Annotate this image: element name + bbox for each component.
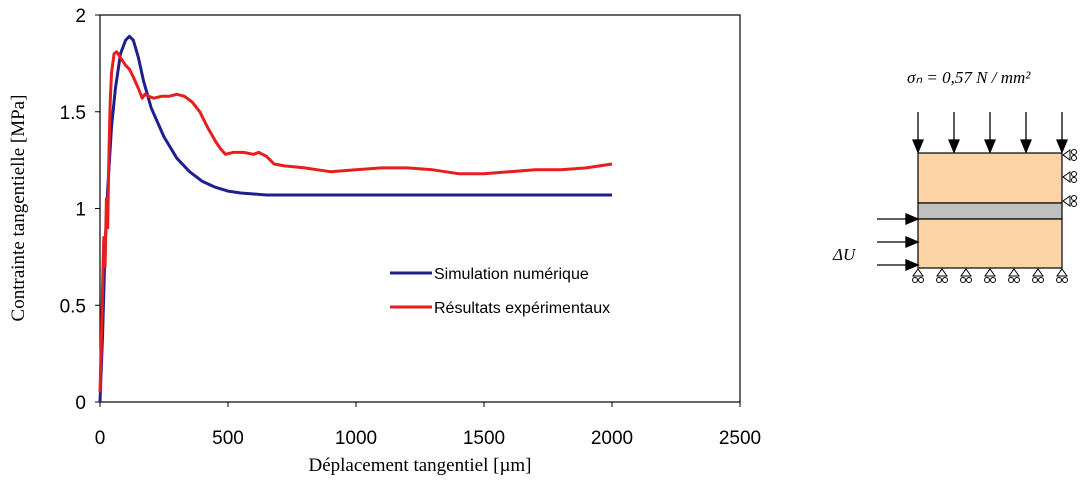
displacement-arrows — [877, 213, 920, 271]
lower-block — [917, 218, 1063, 269]
roller-support-icon — [936, 268, 948, 283]
roller-support-icon — [984, 268, 996, 283]
y-axis-ticks: 0 0.5 1 1.5 2 — [60, 6, 100, 414]
roller-support-icon — [1008, 268, 1020, 283]
y-axis-title: Contrainte tangentielle [MPa] — [8, 95, 29, 322]
x-tick-label: 2500 — [719, 428, 761, 449]
bottom-roller-supports — [912, 268, 1068, 283]
roller-support-icon — [912, 268, 924, 283]
shear-test-diagram: σₙ = 0,57 N / mm² ΔU — [832, 68, 1077, 283]
legend: Simulation numérique Résultats expérimen… — [390, 266, 610, 317]
right-roller-supports — [1062, 149, 1077, 207]
plot-frame — [99, 14, 741, 403]
legend-label-experimental: Résultats expérimentaux — [434, 300, 610, 317]
x-tick-label: 1500 — [463, 428, 505, 449]
x-tick-label: 500 — [212, 428, 244, 449]
x-axis-title: Déplacement tangentiel [µm] — [308, 455, 531, 476]
normal-stress-equation: σₙ = 0,57 N / mm² — [907, 68, 1031, 87]
interface-layer — [917, 202, 1063, 220]
y-tick-label: 1.5 — [60, 103, 86, 124]
upper-block — [917, 152, 1063, 204]
roller-support-icon — [1032, 268, 1044, 283]
displacement-label: ΔU — [832, 245, 857, 264]
roller-support-icon — [1062, 149, 1077, 161]
roller-support-icon — [1062, 171, 1077, 183]
y-tick-label: 2 — [75, 6, 86, 27]
y-tick-label: 0 — [75, 393, 86, 414]
roller-support-icon — [1062, 195, 1077, 207]
normal-load-arrows — [912, 112, 1068, 154]
legend-label-simulation: Simulation numérique — [434, 266, 589, 283]
series-line-simulation — [98, 34, 612, 403]
series-layer — [98, 34, 613, 403]
series-line-experimental — [98, 50, 613, 393]
roller-support-icon — [960, 268, 972, 283]
x-tick-label: 1000 — [335, 428, 377, 449]
x-tick-label: 0 — [95, 428, 106, 449]
x-axis-ticks: 0 500 1000 1500 2000 2500 — [95, 402, 761, 449]
x-tick-label: 2000 — [591, 428, 633, 449]
y-tick-label: 1 — [75, 200, 86, 221]
chart: 0 0.5 1 1.5 2 0 500 1000 1500 2000 2500 Déplaceme… — [8, 6, 761, 476]
y-tick-label: 0.5 — [60, 296, 86, 317]
roller-support-icon — [1056, 268, 1068, 283]
